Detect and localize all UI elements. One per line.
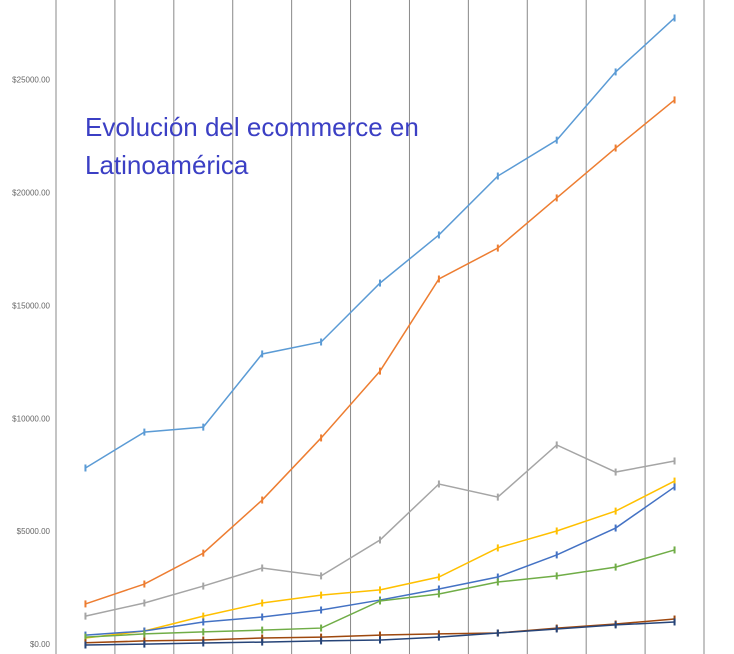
y-tick-label: $0.00 <box>30 640 51 649</box>
chart-title: Evolución del ecommerce en Latinoamérica <box>85 112 419 180</box>
y-tick-label: $20000.00 <box>12 189 50 198</box>
y-tick-label: $15000.00 <box>12 301 50 310</box>
y-tick-label: $5000.00 <box>17 527 51 536</box>
y-tick-label: $10000.00 <box>12 414 50 423</box>
y-tick-label: $25000.00 <box>12 76 50 85</box>
